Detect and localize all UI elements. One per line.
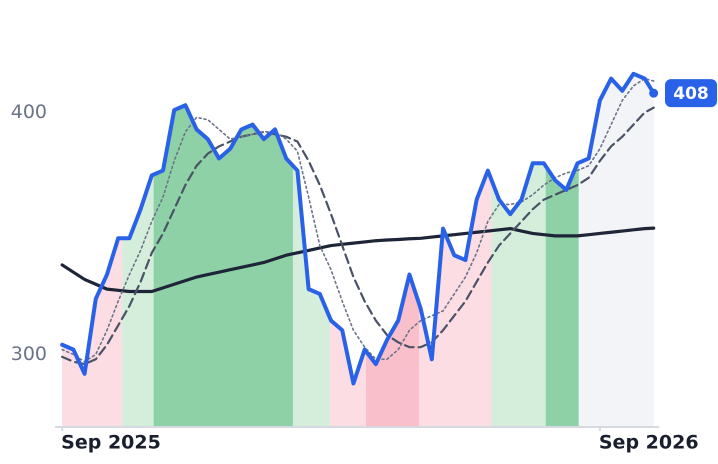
band [578, 73, 654, 427]
lines [60, 71, 656, 386]
band [491, 73, 546, 427]
y-tick-label: 400 [11, 101, 47, 123]
y-tick-label: 300 [11, 343, 47, 365]
x-tick-label: Sep 2026 [599, 432, 699, 454]
last-point [649, 88, 659, 98]
x-tick-label: Sep 2025 [61, 432, 161, 454]
band [419, 73, 492, 427]
last-value-badge [665, 79, 717, 108]
band [545, 73, 579, 427]
series-line [60, 71, 656, 386]
series-line [61, 106, 655, 366]
band [292, 73, 331, 427]
last-value-label: 408 [673, 84, 709, 104]
bands [62, 73, 654, 427]
series-line [60, 226, 656, 294]
band [153, 73, 293, 427]
series-line [61, 77, 655, 363]
